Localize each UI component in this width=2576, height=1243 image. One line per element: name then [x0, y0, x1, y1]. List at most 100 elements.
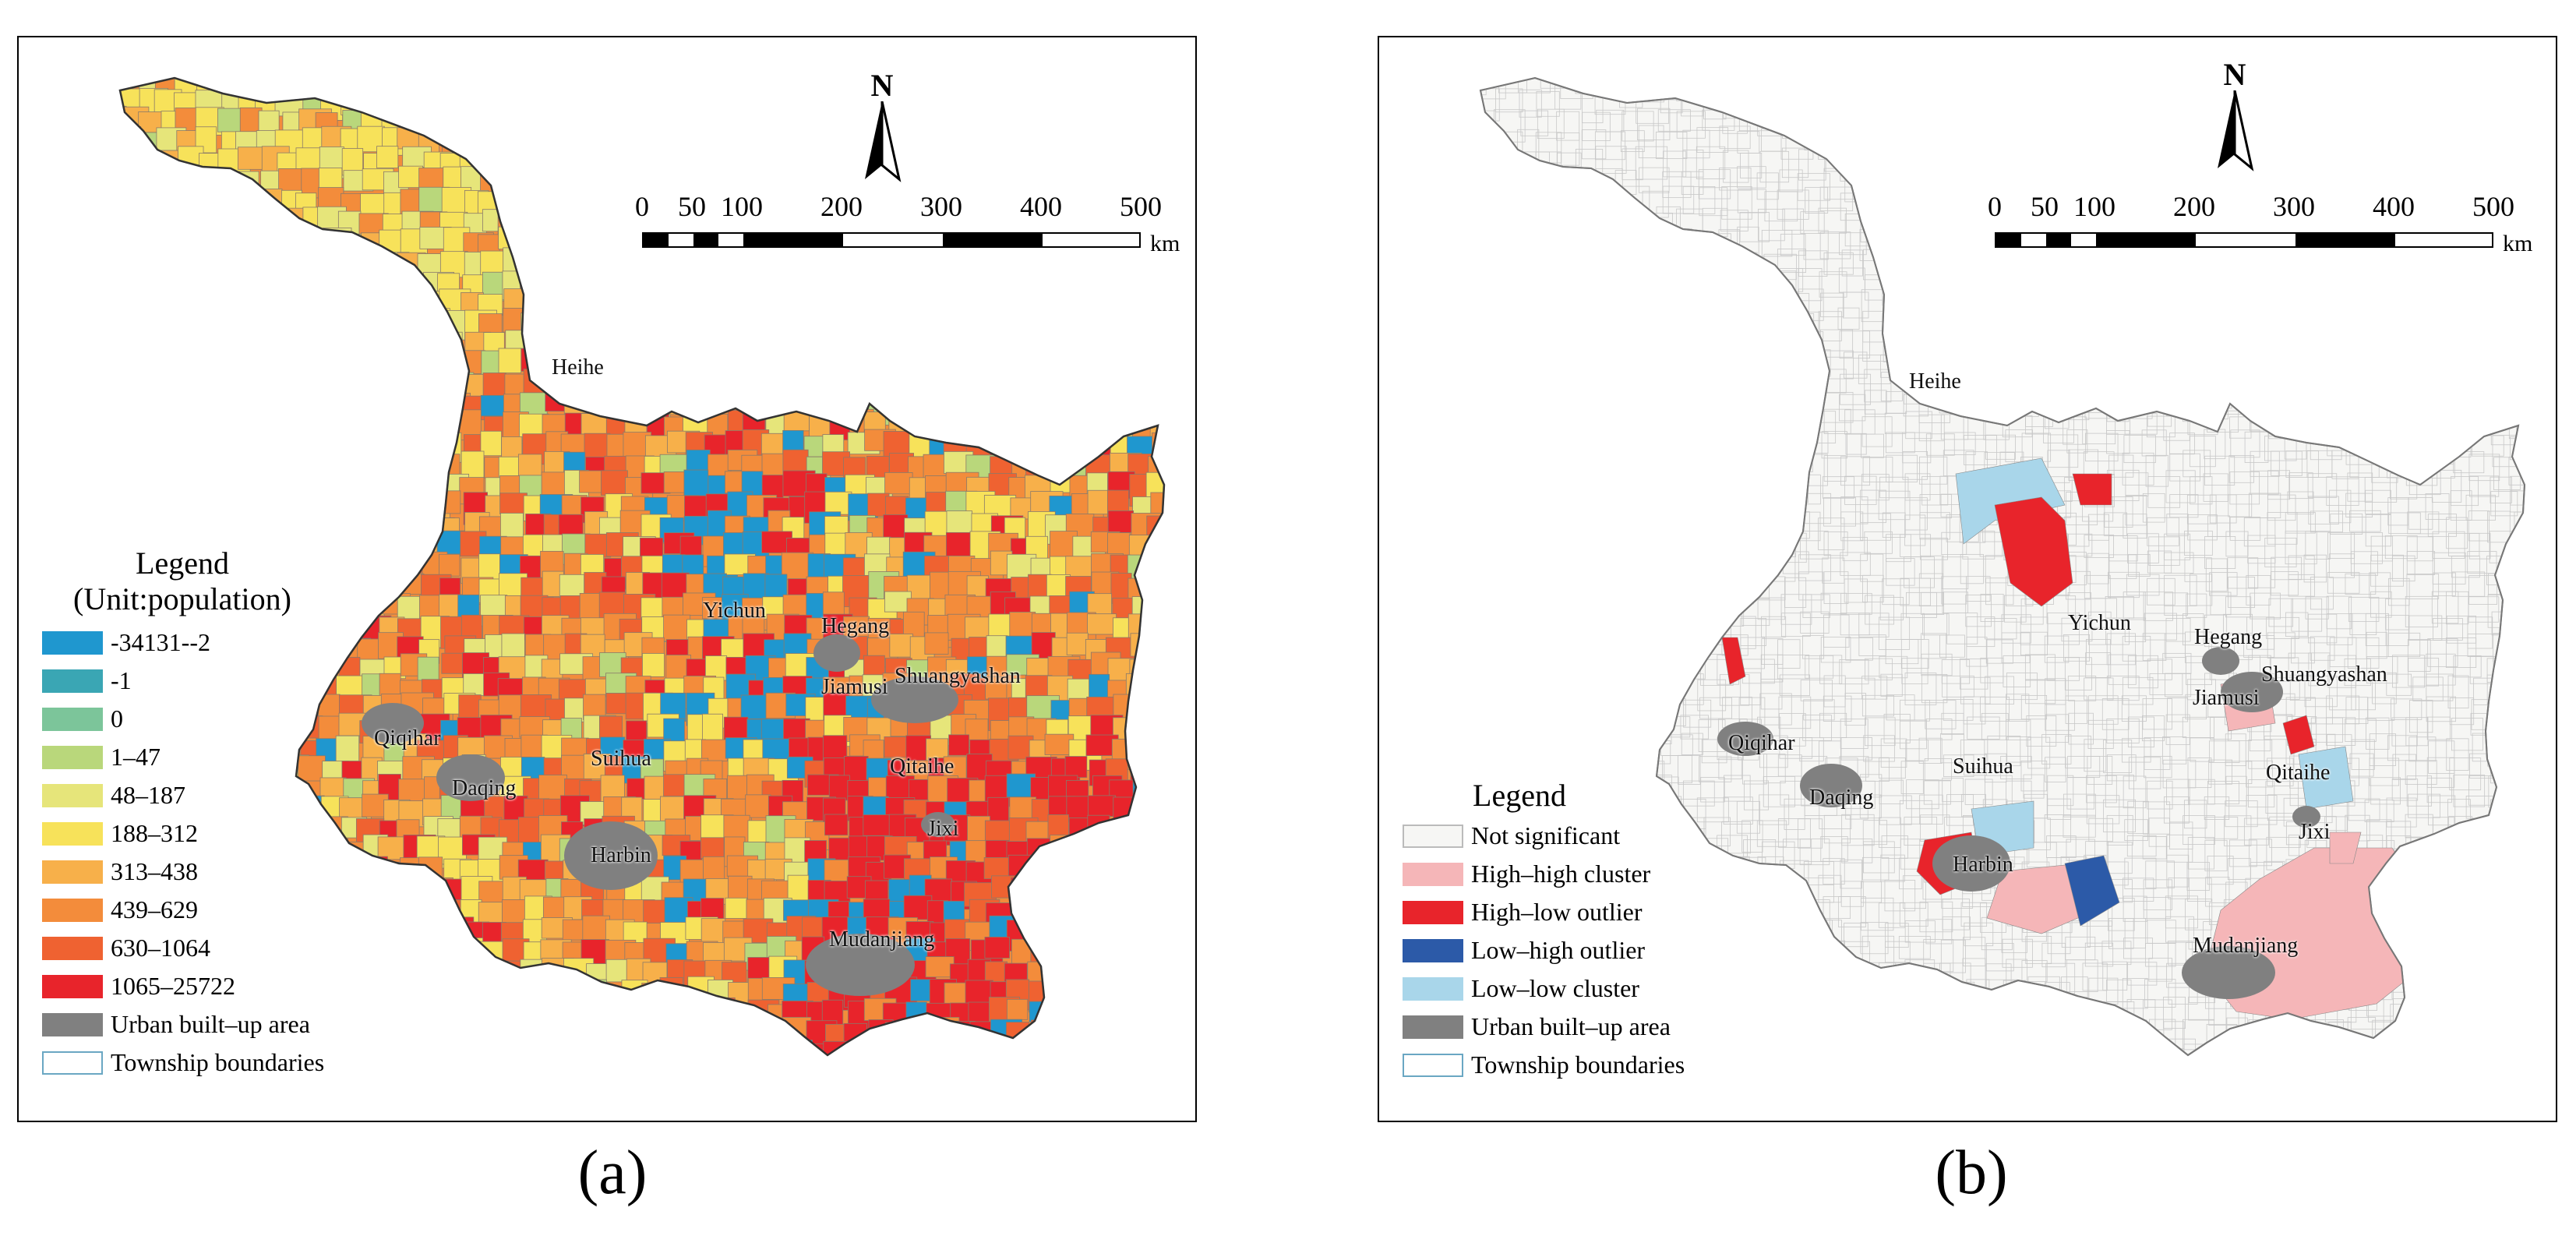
- township-polygon: [1048, 939, 1077, 968]
- township-polygon: [606, 132, 636, 155]
- township-polygon: [358, 78, 382, 99]
- township-polygon: [584, 273, 613, 302]
- township-polygon: [1679, 412, 1708, 436]
- township-polygon: [2509, 574, 2525, 606]
- township-polygon: [2310, 636, 2335, 661]
- township-polygon: [2365, 514, 2391, 547]
- township-polygon: [1703, 856, 1733, 881]
- township-polygon: [827, 373, 854, 396]
- township-polygon: [1480, 637, 1482, 668]
- township-polygon: [2125, 495, 2147, 526]
- township-polygon: [2166, 514, 2189, 536]
- township-polygon: [1007, 1042, 1035, 1055]
- township-polygon: [1065, 857, 1089, 885]
- township-polygon: [2225, 733, 2246, 767]
- township-polygon: [583, 146, 616, 171]
- legend-swatch: [42, 745, 103, 769]
- township-polygon: [1111, 78, 1137, 98]
- township-polygon: [2409, 700, 2433, 733]
- township-polygon: [157, 351, 189, 382]
- township-polygon: [924, 632, 949, 655]
- township-polygon: [1982, 315, 2009, 343]
- township-polygon: [1683, 841, 1708, 865]
- township-polygon: [1494, 374, 1525, 407]
- township-polygon: [925, 956, 955, 978]
- township-polygon: [599, 1004, 623, 1034]
- township-polygon: [782, 108, 808, 132]
- township-polygon: [2408, 166, 2431, 189]
- township-polygon: [235, 452, 263, 476]
- township-polygon: [2446, 132, 2471, 165]
- township-polygon: [1146, 943, 1164, 967]
- township-polygon: [1882, 578, 1910, 606]
- township-polygon: [323, 571, 353, 594]
- township-polygon: [199, 208, 224, 232]
- township-polygon: [2347, 288, 2370, 312]
- township-polygon: [2225, 775, 2247, 807]
- township-polygon: [1682, 780, 1715, 807]
- township-polygon: [2391, 555, 2415, 582]
- township-polygon: [602, 78, 633, 99]
- township-polygon: [925, 369, 951, 396]
- township-polygon: [1743, 392, 1766, 419]
- township-polygon: [1107, 348, 1138, 380]
- township-polygon: [889, 1062, 919, 1089]
- township-polygon: [401, 1022, 433, 1050]
- township-polygon: [322, 841, 348, 865]
- township-polygon: [762, 312, 796, 345]
- township-polygon: [1865, 132, 1896, 164]
- township-polygon: [2264, 92, 2296, 113]
- township-polygon: [2165, 470, 2196, 503]
- township-polygon: [215, 309, 246, 336]
- township-polygon: [95, 492, 115, 517]
- township-polygon: [842, 353, 870, 382]
- township-polygon: [1679, 270, 1706, 292]
- township-polygon: [2446, 517, 2468, 549]
- township-polygon: [2246, 330, 2277, 357]
- township-polygon: [2433, 572, 2456, 596]
- township-polygon: [1538, 616, 1561, 645]
- township-polygon: [401, 511, 436, 541]
- township-polygon: [2465, 494, 2496, 521]
- township-polygon: [1576, 187, 1601, 212]
- township-polygon: [2004, 147, 2029, 179]
- township-polygon: [518, 228, 549, 260]
- township-polygon: [1918, 228, 1944, 258]
- township-polygon: [1561, 253, 1589, 281]
- township-polygon: [1597, 273, 1621, 299]
- township-polygon: [1011, 78, 1039, 100]
- township-polygon: [1067, 936, 1100, 958]
- township-polygon: [2532, 782, 2556, 803]
- township-polygon: [1779, 713, 1806, 747]
- township-polygon: [199, 172, 225, 200]
- township-polygon: [949, 90, 976, 122]
- township-polygon: [2168, 878, 2190, 899]
- township-polygon: [1579, 374, 1611, 405]
- township-polygon: [2451, 556, 2480, 578]
- township-polygon: [1678, 754, 1701, 785]
- township-polygon: [2123, 775, 2147, 809]
- township-polygon: [1027, 287, 1057, 321]
- township-polygon: [1661, 618, 1684, 640]
- township-polygon: [320, 998, 349, 1028]
- township-polygon: [1112, 1059, 1134, 1089]
- township-polygon: [1778, 696, 1812, 729]
- township-polygon: [136, 188, 158, 219]
- township-polygon: [2128, 757, 2161, 789]
- township-polygon: [1007, 147, 1041, 181]
- township-polygon: [943, 353, 968, 378]
- township-polygon: [1637, 308, 1670, 330]
- township-polygon: [262, 268, 295, 291]
- township-polygon: [2328, 489, 2352, 524]
- township-polygon: [404, 90, 435, 117]
- township-polygon: [2370, 369, 2393, 394]
- township-polygon: [2084, 739, 2107, 772]
- township-polygon: [379, 78, 409, 101]
- township-polygon: [2490, 694, 2517, 723]
- township-polygon: [685, 129, 712, 161]
- township-polygon: [991, 875, 1023, 899]
- township-polygon: [1480, 712, 1504, 746]
- township-polygon: [789, 85, 817, 116]
- township-polygon: [541, 270, 570, 300]
- township-polygon: [1480, 496, 1484, 530]
